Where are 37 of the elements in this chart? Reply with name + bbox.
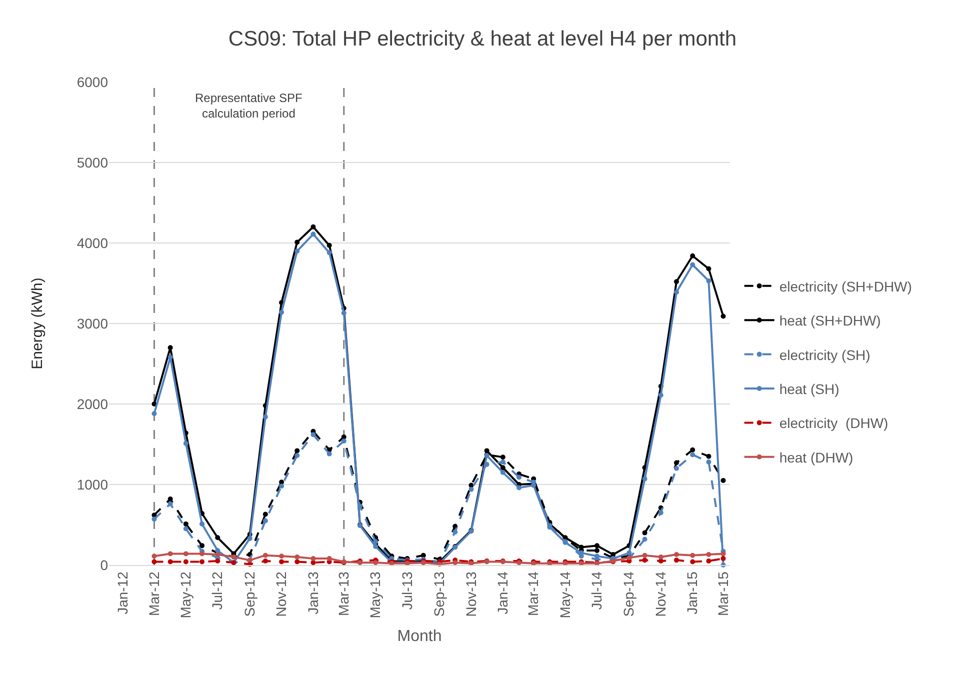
x-tick-label: Sep-13 xyxy=(431,571,448,617)
chart-title: CS09: Total HP electricity & heat at level H4 per month xyxy=(228,27,737,50)
legend-label: heat (DHW) xyxy=(779,449,854,466)
y-tick-label: 5000 xyxy=(76,154,108,170)
x-tick-label: Mar-12 xyxy=(146,571,162,616)
x-tick-label: Jan-15 xyxy=(684,571,700,614)
x-tick-label: Jul-13 xyxy=(398,571,415,610)
y-tick-label: 2000 xyxy=(76,396,108,412)
y-tick-label: 1000 xyxy=(76,476,108,492)
y-tick-label: 3000 xyxy=(76,315,108,332)
x-tick-label: Sep-12 xyxy=(241,571,258,617)
x-tick-label: May-12 xyxy=(177,571,194,618)
y-axis-title: Energy (kWh) xyxy=(29,278,46,370)
y-tick-label: 6000 xyxy=(76,74,108,90)
x-tick-label: Jan-13 xyxy=(304,571,321,614)
x-axis-title: Month xyxy=(397,628,442,645)
legend-label: electricity (DHW) xyxy=(779,415,888,432)
x-tick-label: Jan-12 xyxy=(114,571,131,614)
x-tick-label: Mar-13 xyxy=(335,571,352,616)
x-tick-label: May-13 xyxy=(367,571,384,618)
y-tick-label: 4000 xyxy=(76,234,108,251)
y-tick-label: 0 xyxy=(100,556,108,573)
legend-label: electricity (SH) xyxy=(779,346,870,363)
x-tick-label: Sep-14 xyxy=(620,571,637,617)
x-tick-label: May-14 xyxy=(556,571,573,618)
x-tick-label: Jan-14 xyxy=(494,571,510,614)
x-tick-label: Nov-12 xyxy=(273,571,290,617)
x-tick-label: Nov-13 xyxy=(462,571,479,617)
x-tick-label: Jul-14 xyxy=(588,571,605,610)
annotation: Representative SPF calculation period xyxy=(195,91,302,121)
x-tick-label: Jul-12 xyxy=(209,571,226,610)
x-tick-label: Nov-14 xyxy=(652,571,668,617)
x-tick-label: Mar-14 xyxy=(525,571,542,616)
x-tick-label: Mar-15 xyxy=(714,571,731,616)
legend-label: electricity (SH+DHW) xyxy=(779,278,912,294)
legend-label: heat (SH) xyxy=(779,380,840,397)
legend-label: heat (SH+DHW) xyxy=(779,312,881,329)
